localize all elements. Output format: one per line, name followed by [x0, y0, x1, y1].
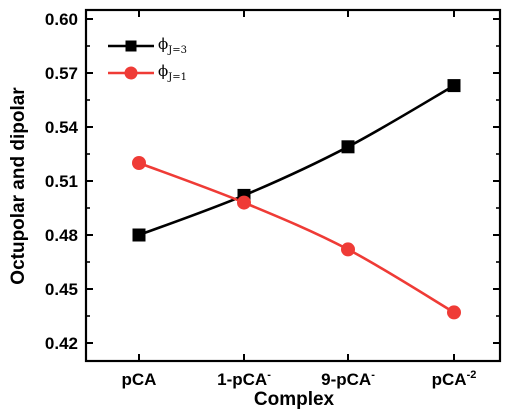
- series-1-point: [237, 195, 251, 210]
- y-tick-label: 0.45: [45, 280, 78, 299]
- series-line-1: [138, 161, 455, 314]
- series-layer: [132, 79, 461, 320]
- plot-frame: [84, 8, 502, 363]
- x-tick-label: pCA: [122, 370, 157, 389]
- y-axis-title: Octupolar and dipolar: [8, 87, 29, 285]
- legend-marker-0: [125, 40, 137, 52]
- y-tick-label: 0.60: [45, 10, 78, 29]
- x-tick-label: pCA-2: [432, 369, 477, 389]
- series-0-point: [447, 79, 461, 93]
- x-axis-title: Complex: [254, 389, 335, 410]
- series-1-point: [132, 156, 146, 170]
- legend-label-0: ϕJ=3: [158, 35, 187, 56]
- y-tick-label: 0.42: [45, 334, 78, 353]
- series-0-point: [132, 228, 146, 242]
- legend-label-1: ϕJ=1: [158, 62, 187, 83]
- y-tick-label: 0.54: [45, 118, 79, 137]
- series-line-0: [138, 84, 455, 237]
- legend-marker-1: [124, 66, 138, 80]
- y-tick-label: 0.48: [45, 226, 78, 245]
- series-1-point: [341, 242, 355, 257]
- x-tick-label: 9-pCA-: [321, 369, 375, 389]
- legend: ϕJ=3 ϕJ=1: [108, 35, 187, 83]
- series-1-point: [447, 305, 461, 320]
- series-0-point: [341, 140, 355, 154]
- y-tick-label: 0.57: [45, 64, 78, 83]
- y-tick-label: 0.51: [45, 172, 78, 191]
- axes: 0.42 0.45 0.48 0.51 0.54 0.57 0.60 pCA 1-pCA- 9-p…: [45, 8, 502, 389]
- x-tick-label: 1-pCA-: [217, 369, 271, 389]
